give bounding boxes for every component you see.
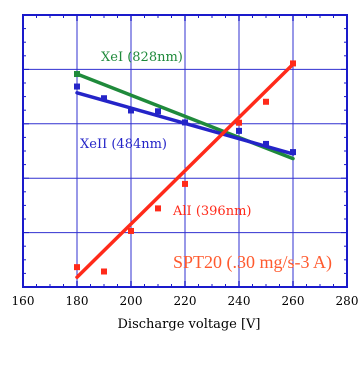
data-point-series-2 <box>290 60 296 67</box>
data-point-series-2 <box>128 227 134 234</box>
x-tick-label: 220 <box>174 294 197 308</box>
data-point-series-1 <box>101 95 107 102</box>
data-point-series-1 <box>74 83 80 90</box>
legend-label-ali: AlI (396nm) <box>172 204 251 219</box>
fit-line-series-2 <box>75 62 295 279</box>
x-tick-label: 160 <box>12 294 35 308</box>
x-tick-label: 240 <box>228 294 251 308</box>
x-tick-label: 260 <box>282 294 305 308</box>
grid <box>23 15 347 287</box>
data-point-series-1 <box>263 140 269 147</box>
ticks <box>22 14 348 288</box>
data-point-series-2 <box>74 264 80 271</box>
x-tick-labels: 160 180 200 220 240 260 280 <box>12 294 359 308</box>
data-point-series-2 <box>263 98 269 105</box>
legend-label-xei: XeI (828nm) <box>101 50 183 65</box>
x-tick-label: 200 <box>120 294 143 308</box>
data-point-series-0 <box>74 71 80 78</box>
data-point-series-1 <box>182 119 188 126</box>
data-point-series-2 <box>155 205 161 212</box>
x-tick-label: 280 <box>336 294 359 308</box>
data-point-series-1 <box>128 107 134 114</box>
condition-annotation: SPT20 (.30 mg/s-3 A) <box>173 252 332 273</box>
data-point-series-1 <box>290 149 296 156</box>
x-axis-label: Discharge voltage [V] <box>118 317 261 332</box>
data-point-series-1 <box>155 108 161 115</box>
data-point-series-2 <box>236 119 242 126</box>
data-point-series-1 <box>236 127 242 134</box>
x-tick-label: 180 <box>66 294 89 308</box>
data-point-series-2 <box>182 180 188 187</box>
legend-label-xeii: XeII (484nm) <box>80 137 167 152</box>
data-points <box>74 60 296 275</box>
data-point-series-2 <box>101 268 107 275</box>
